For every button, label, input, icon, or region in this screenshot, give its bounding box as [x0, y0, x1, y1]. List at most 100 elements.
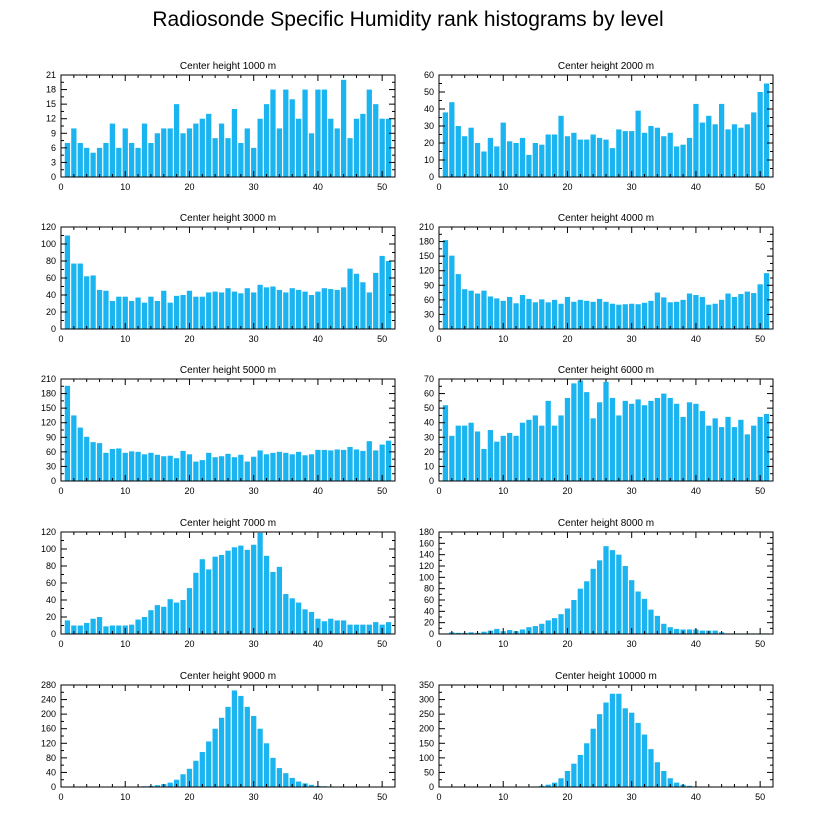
- histogram-bar: [635, 722, 641, 787]
- y-tick-label: 250: [419, 709, 434, 719]
- histogram-bar: [487, 296, 494, 329]
- histogram-bar: [584, 581, 590, 634]
- histogram-bar: [238, 454, 244, 481]
- histogram-bar: [366, 292, 372, 329]
- x-tick-label: 0: [436, 486, 441, 496]
- histogram-bar: [186, 768, 193, 787]
- histogram-bar: [558, 415, 564, 481]
- histogram-bar: [212, 556, 218, 634]
- x-tick-label: 40: [313, 639, 323, 649]
- histogram-bar: [449, 102, 455, 177]
- histogram-bar: [71, 415, 77, 481]
- y-tick-label: 40: [424, 418, 434, 428]
- histogram-bar: [629, 580, 635, 634]
- histogram-bar: [251, 292, 257, 329]
- histogram-bar: [712, 418, 718, 481]
- histogram-bar: [494, 441, 500, 481]
- y-tick-label: 160: [419, 538, 434, 548]
- histogram-panel: Center height 3000 m 0 10 20 30 40 50 0 20 40 60 80…: [41, 213, 396, 344]
- histogram-bar: [173, 779, 180, 787]
- histogram-bar: [699, 411, 705, 481]
- x-tick-label: 20: [562, 486, 572, 496]
- histogram-bar: [725, 129, 731, 177]
- x-tick-label: 50: [377, 486, 387, 496]
- histogram-bar: [539, 623, 545, 634]
- histogram-bar: [526, 419, 532, 481]
- histogram-bar: [321, 89, 327, 177]
- x-tick-label: 10: [120, 182, 130, 192]
- histogram-bar: [173, 295, 180, 329]
- histogram-bar: [757, 416, 763, 481]
- histogram-bar: [109, 448, 116, 481]
- histogram-bar: [622, 708, 628, 787]
- histogram-bar: [251, 147, 257, 177]
- histogram-bar: [641, 132, 648, 177]
- x-tick-label: 10: [498, 639, 508, 649]
- histogram-bar: [661, 393, 667, 481]
- y-tick-label: 20: [424, 447, 434, 457]
- histogram-bar: [596, 298, 603, 329]
- histogram-bar: [629, 403, 635, 481]
- histogram-bar: [302, 89, 308, 177]
- histogram-bar: [103, 143, 109, 177]
- histogram-bar: [706, 425, 712, 481]
- y-tick-label: 120: [41, 738, 56, 748]
- x-tick-label: 40: [313, 486, 323, 496]
- histogram-bar: [648, 300, 654, 329]
- histogram-bar: [603, 301, 609, 329]
- histogram-bar: [334, 449, 340, 481]
- panel-title: Center height 1000 m: [180, 61, 276, 72]
- histogram-bar: [231, 690, 238, 787]
- x-tick-label: 50: [377, 792, 387, 802]
- histogram-bar: [315, 618, 321, 634]
- histogram-bar: [154, 605, 160, 634]
- x-tick-label: 0: [436, 639, 441, 649]
- histogram-bar: [564, 136, 571, 177]
- histogram-bar: [551, 134, 558, 177]
- histogram-bar: [103, 626, 109, 634]
- histogram-bar: [667, 397, 673, 481]
- histogram-bar: [455, 126, 461, 177]
- histogram-bar: [571, 600, 577, 634]
- histogram-bar: [347, 268, 353, 329]
- histogram-bar: [551, 618, 558, 634]
- histogram-bar: [270, 452, 276, 481]
- histogram-bar: [373, 622, 379, 634]
- histogram-bar: [308, 611, 315, 634]
- histogram-bar: [154, 785, 160, 787]
- histogram-bar: [129, 143, 135, 177]
- histogram-bar: [244, 288, 250, 329]
- histogram-bar: [199, 460, 205, 481]
- histogram-bar: [64, 143, 71, 177]
- histogram-bar: [257, 450, 263, 481]
- histogram-bar: [468, 127, 474, 177]
- y-tick-label: 200: [41, 709, 56, 719]
- histogram-bar: [481, 631, 487, 634]
- histogram-bar: [577, 588, 583, 634]
- histogram-bar: [244, 706, 250, 787]
- histogram-bar: [193, 760, 199, 787]
- histogram-bar: [680, 416, 686, 481]
- y-tick-label: 150: [419, 251, 434, 261]
- histogram-bar: [302, 455, 308, 481]
- y-tick-label: 30: [46, 461, 56, 471]
- y-tick-label: 6: [51, 143, 56, 153]
- histogram-bar: [487, 137, 494, 177]
- histogram-bar: [199, 296, 205, 329]
- y-tick-label: 300: [419, 695, 434, 705]
- histogram-bar: [667, 778, 673, 787]
- histogram-bar: [251, 456, 257, 481]
- y-tick-label: 20: [424, 618, 434, 628]
- histogram-bar: [725, 293, 731, 329]
- y-tick-label: 180: [419, 527, 434, 537]
- histogram-bar: [340, 449, 347, 481]
- histogram-bar: [519, 295, 526, 329]
- histogram-bar: [500, 435, 506, 481]
- histogram-bar: [340, 620, 347, 634]
- histogram-bar: [712, 630, 718, 634]
- histogram-bar: [96, 617, 103, 634]
- histogram-bar: [449, 435, 455, 481]
- histogram-bar: [84, 147, 90, 177]
- panel-title: Center height 10000 m: [555, 671, 657, 682]
